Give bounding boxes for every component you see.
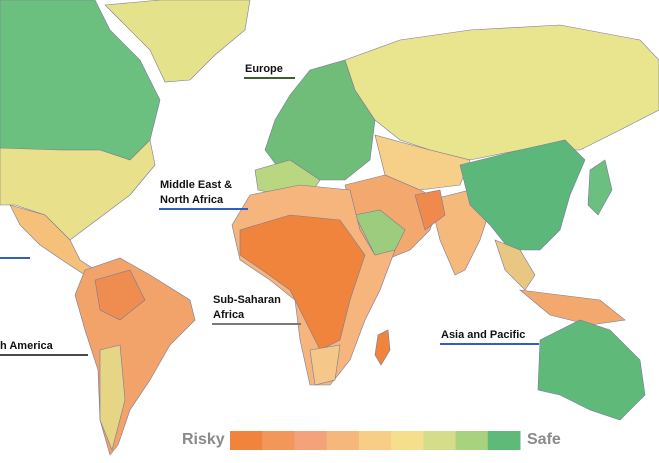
legend-swatch [230,431,263,450]
region-labels: Europe Middle East & North Africa Sub-Sahar… [0,63,539,356]
legend-swatch [294,431,328,450]
legend-high: Safe [527,431,561,448]
region-label: Africa [213,309,245,321]
china [459,139,586,251]
legend-swatch [262,431,295,450]
russia [344,24,659,161]
usa [0,139,156,241]
region-label: h America [0,340,54,352]
region-label: Europe [245,63,283,75]
legend: Risky Safe [182,431,561,450]
australia [537,319,646,421]
legend-swatch [455,431,489,450]
region-label: Sub-Saharan [213,294,281,306]
region-label: North Africa [160,194,224,206]
pakistan [414,189,446,231]
south-america-south [99,344,126,451]
legend-swatch [391,431,424,450]
sub-saharan-core [239,214,366,351]
greenland [104,0,251,83]
indonesia [519,289,626,326]
legend-swatch [358,431,392,450]
gulf [354,209,406,256]
region-label: Asia and Pacific [441,329,525,341]
europe [264,59,376,181]
legend-swatch [423,431,457,450]
region-label: Middle East & [160,179,232,191]
legend-swatch [326,431,360,450]
legend-low: Risky [182,431,225,448]
japan [587,159,613,216]
legend-swatch [487,431,521,450]
south-africa [309,344,341,386]
madagascar [374,329,391,366]
se-asia [494,239,536,291]
south-america-north [94,269,146,321]
